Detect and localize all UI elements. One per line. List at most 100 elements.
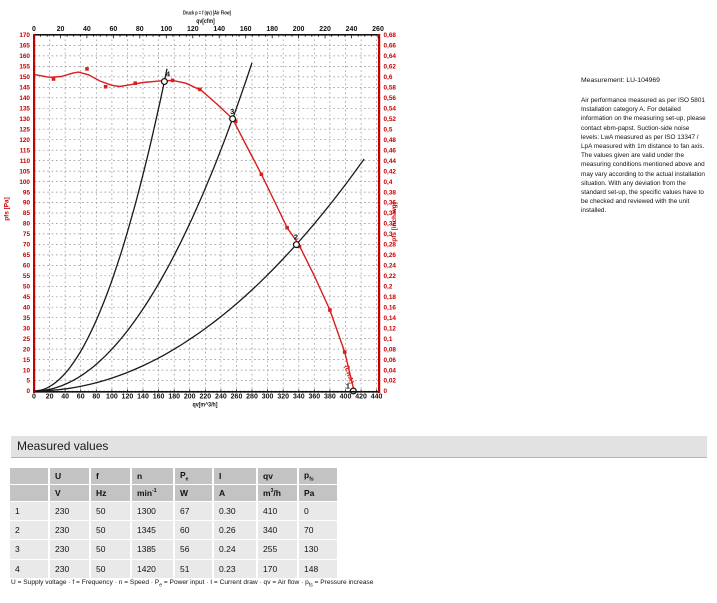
svg-text:25: 25: [23, 336, 31, 343]
svg-text:0,36: 0,36: [384, 200, 397, 207]
svg-text:20: 20: [57, 26, 65, 33]
svg-text:0,46: 0,46: [384, 147, 397, 154]
svg-text:0,12: 0,12: [384, 325, 397, 332]
svg-text:0,18: 0,18: [384, 294, 397, 301]
svg-text:0,2: 0,2: [384, 284, 393, 291]
svg-text:110: 110: [20, 158, 31, 165]
svg-text:280: 280: [246, 394, 258, 401]
svg-text:0,58: 0,58: [384, 85, 397, 92]
svg-text:65: 65: [23, 252, 31, 259]
svg-text:0,4: 0,4: [384, 179, 393, 186]
svg-text:0,06: 0,06: [384, 357, 397, 364]
svg-text:140: 140: [213, 26, 225, 33]
svg-text:105: 105: [19, 168, 30, 175]
svg-text:2: 2: [294, 233, 298, 242]
svg-text:0,42: 0,42: [384, 168, 397, 175]
svg-text:0,02: 0,02: [384, 378, 397, 385]
svg-text:360: 360: [308, 394, 320, 401]
svg-text:pfs [inch wg]: pfs [inch wg]: [391, 202, 398, 241]
svg-text:380: 380: [324, 394, 336, 401]
svg-text:0,5: 0,5: [384, 126, 393, 133]
svg-text:30: 30: [23, 325, 31, 332]
svg-text:qv[cfm]: qv[cfm]: [196, 19, 215, 25]
svg-text:260: 260: [231, 394, 243, 401]
svg-text:160: 160: [153, 394, 165, 401]
svg-text:0: 0: [32, 26, 36, 33]
svg-text:0,28: 0,28: [384, 242, 397, 249]
svg-text:80: 80: [23, 221, 31, 228]
svg-text:15: 15: [23, 357, 31, 364]
svg-text:120: 120: [19, 137, 30, 144]
svg-text:0,3: 0,3: [384, 231, 393, 238]
svg-text:0,24: 0,24: [384, 263, 397, 270]
svg-text:400: 400: [340, 394, 352, 401]
svg-text:140: 140: [19, 95, 30, 102]
svg-text:35: 35: [23, 315, 31, 322]
svg-text:320: 320: [277, 394, 289, 401]
svg-text:0,6: 0,6: [384, 74, 393, 81]
svg-text:125: 125: [19, 126, 30, 133]
svg-text:10: 10: [23, 367, 31, 374]
svg-text:0,48: 0,48: [384, 137, 397, 144]
svg-text:130: 130: [19, 116, 30, 123]
svg-text:0,54: 0,54: [384, 106, 397, 113]
svg-text:160: 160: [240, 26, 252, 33]
svg-text:100: 100: [160, 26, 172, 33]
svg-text:0,08: 0,08: [384, 346, 397, 353]
svg-text:4: 4: [166, 70, 171, 79]
svg-text:200: 200: [184, 394, 196, 401]
svg-text:0: 0: [384, 388, 388, 395]
svg-text:220: 220: [199, 394, 211, 401]
svg-text:0: 0: [32, 394, 36, 401]
svg-text:1: 1: [346, 382, 350, 391]
svg-text:40: 40: [83, 26, 91, 33]
svg-text:20: 20: [23, 346, 31, 353]
svg-text:140: 140: [137, 394, 149, 401]
svg-text:50: 50: [23, 284, 31, 291]
svg-text:0,52: 0,52: [384, 116, 397, 123]
svg-text:220: 220: [319, 26, 331, 33]
svg-text:(LwA): (LwA): [343, 365, 355, 385]
svg-text:160: 160: [19, 53, 30, 60]
svg-text:95: 95: [23, 189, 31, 196]
svg-text:0,32: 0,32: [384, 221, 397, 228]
svg-text:70: 70: [23, 242, 31, 249]
svg-text:Druck p = f (qv) [Air Flow]: Druck p = f (qv) [Air Flow]: [183, 11, 231, 17]
svg-text:0,34: 0,34: [384, 210, 397, 217]
svg-text:0,44: 0,44: [384, 158, 397, 165]
svg-text:80: 80: [92, 394, 100, 401]
svg-text:240: 240: [346, 26, 358, 33]
svg-text:165: 165: [19, 43, 30, 50]
svg-text:5: 5: [26, 378, 30, 385]
svg-text:0,66: 0,66: [384, 43, 397, 50]
svg-text:115: 115: [20, 147, 31, 154]
svg-text:75: 75: [23, 231, 31, 238]
svg-text:90: 90: [23, 200, 31, 207]
svg-text:100: 100: [19, 179, 30, 186]
svg-text:0,56: 0,56: [384, 95, 397, 102]
svg-text:0,64: 0,64: [384, 53, 397, 60]
svg-text:40: 40: [23, 304, 31, 311]
svg-text:80: 80: [136, 26, 144, 33]
svg-text:120: 120: [187, 26, 199, 33]
svg-text:0,26: 0,26: [384, 252, 397, 259]
svg-text:0: 0: [26, 388, 30, 395]
svg-text:200: 200: [293, 26, 305, 33]
svg-text:85: 85: [23, 210, 31, 217]
svg-text:60: 60: [77, 394, 85, 401]
svg-text:100: 100: [106, 394, 118, 401]
svg-text:180: 180: [266, 26, 278, 33]
svg-text:3: 3: [230, 107, 234, 116]
svg-text:45: 45: [23, 294, 31, 301]
svg-text:420: 420: [355, 394, 367, 401]
svg-text:300: 300: [262, 394, 274, 401]
svg-text:155: 155: [19, 64, 30, 71]
svg-text:qv[m^3/h]: qv[m^3/h]: [193, 403, 218, 409]
svg-text:0,1: 0,1: [384, 336, 393, 343]
svg-text:260: 260: [372, 26, 384, 33]
svg-text:60: 60: [110, 26, 118, 33]
svg-text:180: 180: [168, 394, 180, 401]
svg-text:150: 150: [19, 74, 30, 81]
svg-text:0,68: 0,68: [384, 32, 397, 39]
svg-text:340: 340: [293, 394, 305, 401]
